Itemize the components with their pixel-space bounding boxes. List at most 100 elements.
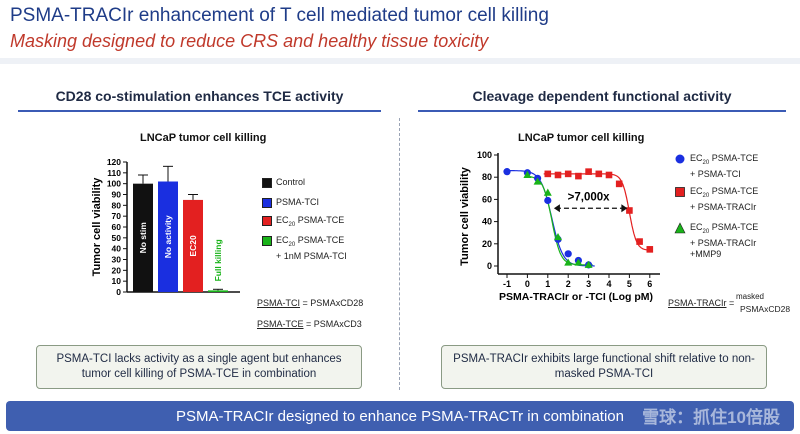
legend-entry: EC20 PSMA-TCE + PSMA-TCI [690, 153, 759, 179]
dose-x-axis-title: PSMA-TRACIr or -TCI (Log pM) [499, 291, 653, 303]
bar-y-tick-label: 90 [112, 190, 122, 200]
shift-arrow-left-head [553, 204, 560, 213]
bar-data-label: No activity [163, 215, 173, 258]
bar-y-tick-label: 80 [112, 200, 122, 210]
bar-data-label: Full killing [213, 239, 223, 281]
bar-y-tick-label: 20 [112, 265, 122, 275]
legend-entry: EC20 PSMA-TCE + 1nM PSMA-TCI [276, 235, 347, 261]
data-point-square [564, 170, 572, 178]
fit-curve [505, 170, 595, 267]
bar-y-tick-label: 110 [107, 168, 121, 178]
data-point-square [615, 180, 623, 188]
bar-y-tick-label: 70 [112, 211, 122, 221]
data-point-triangle [574, 258, 583, 266]
bar-data-label: No stim [138, 222, 148, 254]
legend-entry: EC20 PSMA-TCE + PSMA-TRACIr [690, 186, 759, 212]
legend-entry: PSMA-TCI [276, 197, 320, 207]
data-point-square [605, 171, 613, 179]
legend-swatch [262, 216, 272, 226]
dose-y-axis-title: Tumor cell viability [459, 166, 471, 266]
dose-x-tick-label: 3 [586, 279, 591, 289]
legend-swatch [262, 236, 272, 246]
dose-x-tick-label: 2 [566, 279, 571, 289]
definition-term: PSMA-TCI [257, 298, 301, 308]
definition-eq: = [726, 298, 735, 308]
bar [158, 181, 178, 292]
dose-y-tick-label: 60 [482, 194, 492, 204]
definition-term: PSMA-TRACIr [668, 298, 727, 308]
dose-y-tick-label: 40 [482, 217, 492, 227]
data-point-square [636, 238, 643, 245]
footer-banner: PSMA-TRACIr designed to enhance PSMA-TRA… [6, 401, 794, 431]
dose-y-tick-label: 0 [487, 261, 492, 271]
dose-x-tick-label: -1 [503, 279, 511, 289]
bar [208, 290, 228, 292]
dose-x-tick-label: 0 [525, 279, 530, 289]
definition-value: = PSMAxCD28 [300, 298, 364, 308]
legend-marker-triangle [674, 222, 686, 234]
dose-y-tick-label: 80 [482, 172, 492, 182]
right-panel-rule [418, 110, 786, 112]
bar-y-tick-label: 50 [112, 233, 122, 243]
right-callout: PSMA-TRACIr exhibits large functional sh… [441, 345, 767, 389]
definition-masked: masked [735, 292, 764, 301]
data-point-square [626, 207, 633, 214]
dose-chart-title: LNCaP tumor cell killing [518, 132, 645, 144]
fit-curve [525, 175, 593, 266]
left-callout: PSMA-TCI lacks activity as a single agen… [36, 345, 362, 389]
data-point-square [575, 172, 582, 180]
dose-y-tick-label: 100 [477, 150, 492, 160]
slide-subtitle: Masking designed to reduce CRS and healt… [10, 31, 489, 51]
dose-x-tick-label: 5 [627, 279, 632, 289]
dose-x-tick-label: 1 [545, 279, 550, 289]
legend-entry: Control [276, 177, 306, 187]
bar-y-tick-label: 40 [112, 244, 122, 254]
right-panel-heading: Cleavage dependent functional activity [472, 88, 732, 104]
legend-marker-square [675, 187, 685, 197]
data-point-triangle [554, 232, 562, 241]
data-point-square [544, 170, 552, 178]
data-point-circle [503, 168, 511, 176]
data-point-square [585, 168, 592, 175]
legend-entry: EC20 PSMA-TCE [276, 215, 345, 228]
bar-y-tick-label: 100 [107, 179, 121, 189]
definition-target: PSMAxCD28 [740, 304, 791, 314]
bar-data-label: EC20 [188, 235, 198, 257]
data-point-triangle [523, 170, 532, 178]
header-band [0, 58, 800, 64]
footer-text: PSMA-TRACIr designed to enhance PSMA-TRA… [176, 407, 624, 425]
left-panel-rule [18, 110, 381, 112]
left-panel-heading: CD28 co-stimulation enhances TCE activit… [55, 88, 344, 104]
dose-y-tick-label: 20 [482, 239, 492, 249]
definition-tracir: PSMA-TRACIr = [668, 298, 734, 308]
legend-swatch [262, 198, 272, 208]
legend-marker-circle [675, 154, 685, 164]
shift-arrow-right-head [621, 204, 628, 213]
dose-x-tick-label: 6 [647, 279, 652, 289]
data-point-circle [564, 250, 572, 258]
bar-y-tick-label: 30 [112, 255, 122, 265]
dose-x-tick-label: 4 [606, 279, 611, 289]
data-point-triangle [533, 177, 542, 185]
bar-y-axis-title: Tumor cell viability [91, 177, 103, 277]
data-point-square [554, 171, 562, 179]
data-point-square [595, 170, 603, 178]
legend-entry: EC20 PSMA-TCE + PSMA-TRACIr +MMP9 [690, 222, 759, 259]
bar-chart-title: LNCaP tumor cell killing [140, 132, 267, 144]
shift-annotation: >7,000x [568, 191, 610, 203]
bar-y-tick-label: 10 [112, 276, 122, 286]
watermark: 雪球：抓住10倍股 [642, 408, 780, 427]
definition-tci: PSMA-TCI = PSMAxCD28 [257, 298, 363, 308]
panel-divider [399, 118, 400, 390]
bar [183, 199, 203, 292]
data-point-triangle [543, 188, 552, 196]
slide-title: PSMA-TRACIr enhancement of T cell mediat… [10, 5, 549, 26]
bar [133, 183, 153, 292]
data-point-triangle [584, 260, 593, 268]
bar-y-tick-label: 120 [107, 157, 121, 167]
definition-term: PSMA-TCE [257, 319, 304, 329]
bar-y-tick-label: 0 [116, 287, 121, 297]
data-point-triangle [564, 258, 573, 266]
bar-y-tick-label: 60 [112, 222, 122, 232]
